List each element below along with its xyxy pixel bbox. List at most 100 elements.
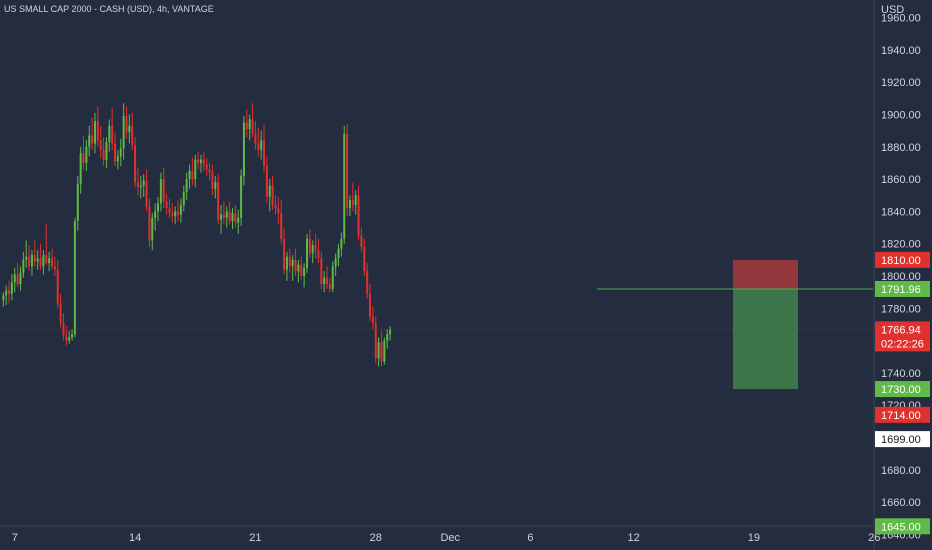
candle-body — [71, 334, 74, 338]
stop-loss-price-label: 1810.00 — [881, 255, 921, 267]
candle-body — [114, 143, 117, 162]
candle-body — [10, 282, 13, 294]
candle-body — [5, 290, 8, 296]
candle-body — [337, 248, 340, 259]
x-tick-label: 7 — [12, 532, 18, 544]
candle-body — [285, 256, 288, 270]
x-tick-label: 12 — [627, 532, 639, 544]
candle-body — [131, 125, 134, 146]
candle-body — [168, 208, 171, 214]
candle-body — [56, 269, 59, 304]
candle-body — [82, 153, 85, 163]
candle-body — [225, 211, 228, 218]
candle-body — [188, 171, 191, 180]
level-price-label: 1645.00 — [881, 521, 921, 533]
candle-body — [271, 185, 274, 205]
candle-body — [371, 316, 374, 323]
candle-body — [328, 284, 331, 289]
level-price-label-bg — [875, 406, 930, 423]
entry-price-label: 1791.96 — [881, 284, 921, 296]
candle-body — [211, 172, 214, 189]
candle-body — [30, 255, 33, 267]
candle-body — [96, 120, 99, 141]
candle-body — [331, 266, 334, 289]
candle-body — [288, 256, 291, 267]
candle-body — [119, 148, 122, 157]
candle-body — [308, 238, 311, 254]
candle-body — [231, 213, 234, 222]
candle-body — [93, 120, 96, 144]
x-tick-label: 19 — [748, 532, 760, 544]
candle-body — [234, 213, 237, 223]
candles — [2, 103, 392, 367]
candle-body — [91, 135, 94, 144]
candle-body — [383, 340, 386, 362]
candle-body — [13, 274, 16, 283]
candle-body — [257, 143, 260, 151]
candle-body — [202, 159, 205, 165]
chart-title: US SMALL CAP 2000 - CASH (USD), 4h, VANT… — [4, 4, 214, 14]
candle-body — [363, 246, 366, 272]
x-tick-label: 21 — [249, 532, 261, 544]
candle-body — [19, 272, 22, 285]
candle-body — [174, 211, 177, 217]
candle-body — [346, 133, 349, 209]
candle-body — [162, 179, 165, 202]
candle-body — [105, 141, 108, 160]
y-tick-label: 1660.00 — [881, 497, 921, 509]
candle-body — [283, 238, 286, 270]
candle-body — [8, 290, 11, 294]
level-price-label: 1699.00 — [881, 434, 921, 446]
candle-body — [326, 277, 329, 285]
candle-body — [42, 255, 45, 267]
candle-body — [214, 182, 217, 189]
candle-body — [297, 264, 300, 272]
candle-body — [303, 267, 306, 276]
y-tick-label: 1840.00 — [881, 206, 921, 218]
candle-body — [274, 204, 277, 209]
candle-body — [76, 183, 79, 222]
candle-body — [220, 214, 223, 220]
candle-body — [99, 140, 102, 151]
current-price-label: 1766.94 — [881, 324, 921, 336]
candle-body — [311, 245, 314, 254]
candle-body — [177, 211, 180, 215]
candle-body — [248, 119, 251, 130]
candle-body — [386, 334, 389, 341]
take-profit-price-label: 1730.00 — [881, 384, 921, 396]
candle-body — [343, 133, 346, 239]
candle-body — [102, 150, 105, 160]
candle-body — [354, 195, 357, 205]
y-tick-label: 1920.00 — [881, 77, 921, 89]
trade-zones — [733, 259, 798, 390]
y-tick-label: 1800.00 — [881, 271, 921, 283]
candle-body — [59, 303, 62, 323]
candle-body — [33, 255, 36, 262]
candle-body — [159, 179, 162, 204]
candle-body — [25, 256, 28, 260]
candle-body — [148, 206, 151, 241]
candle-body — [240, 175, 243, 218]
candle-body — [374, 322, 377, 359]
candle-body — [73, 221, 76, 335]
x-tick-label: 28 — [370, 532, 382, 544]
candle-body — [65, 335, 68, 341]
candle-body — [357, 195, 360, 236]
candle-body — [151, 217, 154, 241]
candle-body — [323, 277, 326, 285]
candle-body — [389, 329, 392, 335]
candle-body — [45, 255, 48, 264]
y-tick-label: 1860.00 — [881, 174, 921, 186]
candle-body — [185, 179, 188, 193]
candle-body — [122, 116, 125, 149]
candle-body — [36, 258, 39, 262]
take-profit-zone — [733, 288, 798, 390]
candle-body — [194, 159, 197, 180]
candle-body — [242, 122, 245, 176]
candle-body — [237, 217, 240, 223]
price-lines — [0, 288, 873, 330]
candle-body — [217, 182, 220, 220]
candle-body — [2, 295, 5, 301]
entry-price-label-bg — [875, 280, 930, 297]
